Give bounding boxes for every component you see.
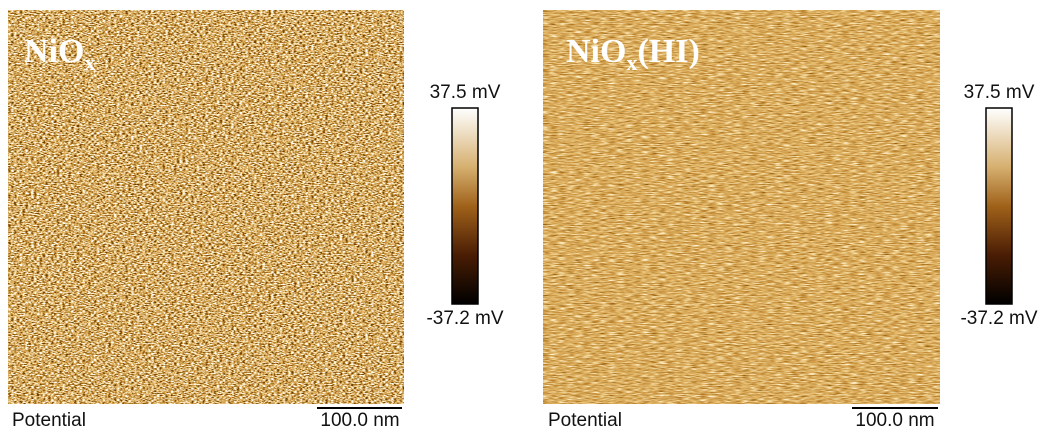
scale-bar-label: 100.0 nm <box>320 410 399 431</box>
colorbar-min: -37.2 mV <box>426 308 503 329</box>
colorbar-min: -37.2 mV <box>960 308 1037 329</box>
label-subscript: x <box>84 50 95 75</box>
scale-bar-label: 100.0 nm <box>855 410 934 431</box>
label-suffix: (HI) <box>637 33 699 70</box>
label-subscript: x <box>626 50 637 75</box>
colorbar-max: 37.5 mV <box>430 82 501 103</box>
colorbar <box>452 108 478 304</box>
colorbar-max: 37.5 mV <box>964 82 1035 103</box>
figure: NiOx 37.5 mV -37.2 mV Potential 100.0 nm… <box>0 0 1047 434</box>
panel: NiOx 37.5 mV -37.2 mV Potential 100.0 nm <box>8 10 504 431</box>
panel: NiOx(HI) 37.5 mV -37.2 mV Potential 100.… <box>543 10 1038 431</box>
colorbar <box>986 108 1012 304</box>
channel-label: Potential <box>12 410 86 431</box>
channel-label: Potential <box>548 410 622 431</box>
label-text: NiO <box>24 33 84 70</box>
label-text: NiO <box>566 33 626 70</box>
